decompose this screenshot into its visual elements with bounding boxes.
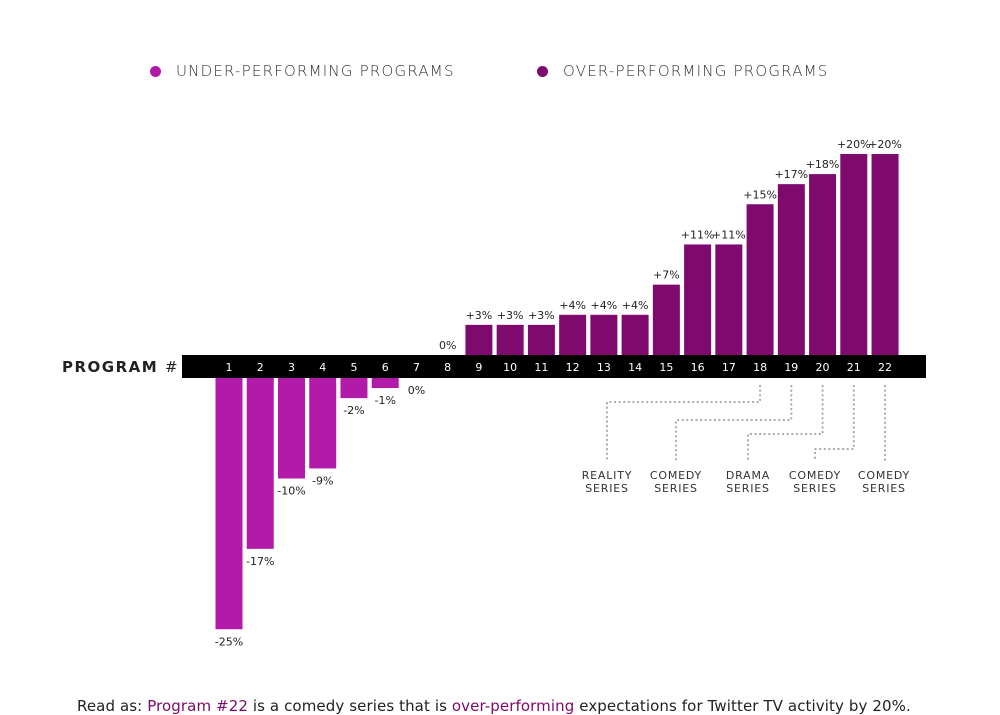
annotation-label: SERIES [793, 482, 837, 495]
bar [371, 378, 399, 389]
data-label: -9% [312, 474, 333, 487]
annotation-label: SERIES [654, 482, 698, 495]
data-label: +7% [653, 269, 680, 282]
x-tick-label: 5 [350, 361, 357, 374]
data-label: 0% [439, 339, 456, 352]
data-label: +3% [497, 309, 524, 322]
bar [715, 244, 743, 355]
x-tick-label: 2 [257, 361, 264, 374]
x-tick-label: 18 [753, 361, 767, 374]
data-label: +4% [591, 299, 618, 312]
data-label: -25% [215, 635, 243, 648]
bar [621, 314, 649, 355]
data-label: -1% [374, 394, 395, 407]
bar [496, 324, 524, 355]
footer-suffix: expectations for Twitter TV activity by … [574, 697, 911, 715]
annotation-leader-line [674, 384, 793, 464]
footer-link-over-performing: over-performing [451, 697, 575, 715]
data-label: +20% [837, 138, 871, 151]
x-tick-label: 13 [597, 361, 611, 374]
x-tick-label: 17 [722, 361, 736, 374]
x-tick-label: 11 [534, 361, 548, 374]
bar [246, 378, 274, 549]
x-tick-label: 21 [847, 361, 861, 374]
legend-label-under: UNDER-PERFORMING PROGRAMS [176, 62, 455, 80]
x-tick-label: 19 [784, 361, 798, 374]
data-label: -10% [277, 485, 305, 498]
x-tick-label: 16 [691, 361, 705, 374]
annotation-label: COMEDY [858, 469, 910, 482]
legend-dot-under-icon [150, 65, 161, 77]
annotation-label: COMEDY [789, 469, 841, 482]
data-label: +3% [528, 309, 555, 322]
axis-title: PROGRAM # [62, 358, 179, 376]
data-label: +4% [622, 299, 649, 312]
annotation-label: SERIES [862, 482, 906, 495]
bar [746, 204, 774, 355]
bar [215, 378, 243, 630]
axis-title-text: PROGRAM [62, 358, 159, 376]
x-tick-label: 8 [444, 361, 451, 374]
data-label: +20% [868, 138, 902, 151]
x-tick-label: 3 [288, 361, 295, 374]
footer-link-program: Program #22 [147, 697, 248, 715]
bar [309, 378, 337, 469]
annotation-leader-line [746, 384, 824, 464]
bar [465, 324, 493, 355]
data-label: +18% [806, 158, 840, 171]
data-label: +4% [559, 299, 586, 312]
data-label: +11% [681, 228, 715, 241]
legend-item-under-performing: UNDER-PERFORMING PROGRAMS [150, 60, 455, 82]
axis-band [182, 355, 926, 378]
annotation-leader-line [813, 384, 855, 464]
bar [559, 314, 587, 355]
x-tick-label: 6 [382, 361, 389, 374]
x-tick-label: 4 [319, 361, 326, 374]
bar [809, 174, 837, 355]
data-label: +15% [743, 188, 777, 201]
data-label: 0% [408, 384, 425, 397]
bar [277, 378, 305, 479]
annotation-label: COMEDY [650, 469, 702, 482]
data-label: -2% [343, 404, 364, 417]
bar [871, 154, 899, 355]
bar [590, 314, 618, 355]
annotation-label: SERIES [585, 482, 629, 495]
bar [777, 184, 805, 355]
x-tick-label: 7 [413, 361, 420, 374]
data-label: -17% [246, 555, 274, 568]
annotation-label: DRAMA [726, 469, 770, 482]
annotation-label: REALITY [582, 469, 633, 482]
annotation-label: SERIES [726, 482, 770, 495]
x-tick-label: 12 [566, 361, 580, 374]
data-label: +11% [712, 228, 746, 241]
axis-title-hash: # [164, 358, 180, 376]
data-label: +17% [774, 168, 808, 181]
x-tick-label: 15 [659, 361, 673, 374]
annotation-leader-line [605, 384, 762, 464]
data-label: +3% [466, 309, 493, 322]
x-tick-label: 10 [503, 361, 517, 374]
footer-caption: Read as: Program #22 is a comedy series … [77, 697, 911, 715]
footer-middle: is a comedy series that is [248, 697, 452, 715]
bar [840, 154, 868, 355]
legend-item-over-performing: OVER-PERFORMING PROGRAMS [537, 60, 829, 82]
bar [527, 324, 555, 355]
bar [684, 244, 712, 355]
x-tick-label: 14 [628, 361, 642, 374]
footer-prefix: Read as: [77, 697, 148, 715]
bar [340, 378, 368, 399]
x-tick-label: 22 [878, 361, 892, 374]
legend-label-over: OVER-PERFORMING PROGRAMS [563, 62, 829, 80]
x-tick-label: 9 [475, 361, 482, 374]
x-tick-label: 20 [816, 361, 830, 374]
bar [652, 284, 680, 355]
legend-dot-over-icon [537, 65, 548, 77]
x-tick-label: 1 [226, 361, 233, 374]
